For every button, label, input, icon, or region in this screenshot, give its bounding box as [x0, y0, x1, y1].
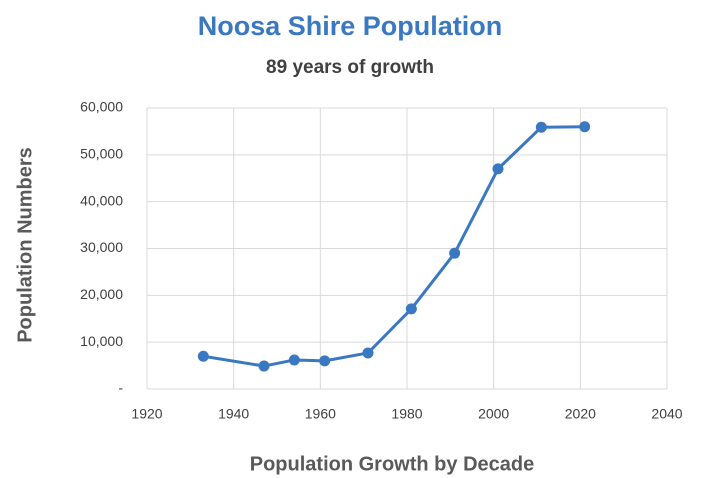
data-point [535, 121, 547, 133]
y-tick-label: 10,000 [80, 333, 123, 349]
x-axis-label: Population Growth by Decade [250, 453, 534, 475]
data-point [319, 355, 331, 367]
x-tick-label: 2020 [565, 406, 596, 422]
y-tick-label: 50,000 [80, 146, 123, 162]
x-tick-label: 2000 [478, 406, 509, 422]
data-point [258, 360, 270, 372]
y-tick-label: - [118, 380, 123, 396]
x-tick-label: 2040 [651, 406, 682, 422]
data-point [197, 350, 209, 362]
y-tick-label: 20,000 [80, 286, 123, 302]
y-tick-label: 30,000 [80, 239, 123, 255]
data-point [492, 163, 504, 175]
chart-subtitle: 89 years of growth [266, 57, 434, 78]
data-point [405, 303, 417, 315]
data-point [579, 121, 591, 133]
y-tick-label: 60,000 [80, 99, 123, 115]
data-line [203, 125, 585, 368]
x-tick-label: 1960 [305, 406, 336, 422]
chart-title: Noosa Shire Population [198, 11, 503, 41]
y-tick-label: 40,000 [80, 192, 123, 208]
y-axis-label: Population Numbers [14, 147, 36, 343]
x-tick-label: 1940 [218, 406, 249, 422]
data-point [362, 347, 374, 359]
data-point [288, 354, 300, 366]
x-tick-label: 1920 [131, 406, 162, 422]
data-point [449, 247, 461, 259]
x-tick-label: 1980 [391, 406, 422, 422]
